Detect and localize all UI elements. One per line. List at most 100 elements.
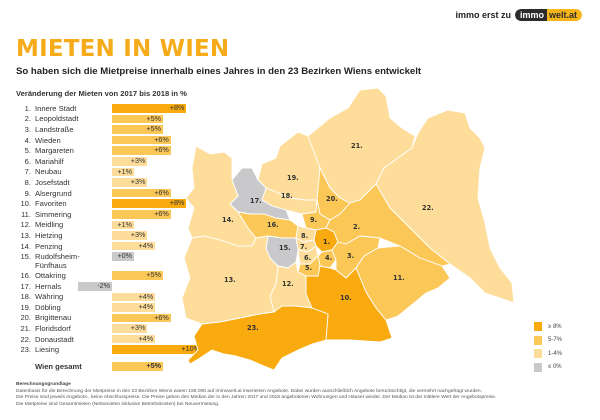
district-name: Döbling [35,303,107,312]
district-name-text: Ottakring [35,271,66,281]
change-bar: +5% [112,114,163,124]
district-number: 9. [24,188,31,198]
legend-item-1to4: 1-4% [534,347,562,361]
district-name-text: Innere Stadt [35,103,77,113]
change-bar: +4% [112,241,156,251]
table-row: 14. Penzing +4% [16,241,186,252]
district-number: 3. [24,124,31,134]
page-title: MIETEN IN WIEN [16,36,230,62]
district-number: 14. [20,241,31,251]
table-row: 10. Favoriten +8% [16,198,187,209]
district-name-text: Währing [35,292,64,302]
district-name-text: Floridsdorf [35,324,71,334]
district-number: 22. [20,334,31,344]
district-name-text: Favoriten [35,199,67,209]
logo-gold-part: welt.at [546,9,582,21]
table-row: 7. Neubau +1% [16,167,186,178]
district-name: Leopoldstadt [35,114,107,123]
table-row: 11. Simmering +6% [16,209,186,220]
district-23 [187,305,329,371]
district-name: Simmering [35,210,107,219]
map-label-14: 14. [222,216,234,224]
table-row: 3. Landstraße +5% [16,124,186,135]
change-bar: +0% [112,252,134,261]
district-name-text: Alsergrund [35,188,72,198]
table-row: 9. Alsergrund +6% [16,188,186,199]
district-name-text: Mariahilf [35,156,64,166]
district-number: 11. [21,209,31,219]
map-label-21: 21. [351,142,363,150]
legend-swatch [534,322,542,332]
map-label-13: 13. [224,276,236,284]
district-number: 10. [20,199,31,209]
district-number: 18. [20,292,31,302]
district-name: Wieden [35,136,107,145]
district-name-text: Simmering [35,209,72,219]
district-number: 5. [24,146,31,156]
district-name-text: Donaustadt [35,334,74,344]
map-label-6: 6. [304,254,311,262]
district-name-text: Hietzing [35,230,63,240]
district-name-text: Neubau [35,167,62,177]
district-name-text: Rudolfsheim- [35,252,80,262]
district-name: Innere Stadt [35,104,107,113]
logo-dark-part: immo [514,9,547,21]
change-bar: +5% [112,125,163,134]
footnote-title: Berechnungsgrundlage [16,382,71,387]
map-label-20: 20. [326,195,338,203]
total-label: Wien gesamt [35,361,82,371]
map-label-2: 2. [353,223,360,231]
total-bar: +5% [112,361,163,371]
map-label-16: 16. [267,221,279,229]
district-name: Margareten [35,146,107,155]
map-label-23: 23. [247,324,259,332]
legend-swatch [534,362,542,372]
map-label-18: 18. [281,192,293,200]
footnote-line-3: Die Mietpreise sind Gesamtmieten (Nettom… [16,401,220,407]
table-row: 8. Josefstadt +3% [16,177,186,188]
table-row: 19. Döbling +4% [16,302,186,313]
footnote: Berechnungsgrundlage Datenbasis für die … [16,382,586,408]
district-name: Floridsdorf [35,324,107,333]
map-label-7: 7. [300,243,307,251]
map-label-22: 22. [422,204,434,212]
district-name: Neubau [35,167,107,176]
district-name-text: Meidling [35,220,64,230]
vienna-district-map: 1. 2. 3. 4. 5. 6. 7. 8. 9. 10. 11. 12. 1… [180,87,525,378]
legend-label: 5-7% [548,337,563,344]
table-row: 5. Margareten +6% [16,145,186,156]
legend-label: ≤ 0% [548,364,562,371]
change-bar: +3% [112,178,148,187]
district-number: 23. [20,345,31,355]
district-name: Hietzing [35,231,107,240]
district-name: Währing [35,292,107,301]
district-name-text: Döbling [35,302,61,312]
district-name-text: Wieden [35,135,61,145]
logo-pill: immo welt.at [514,9,582,21]
district-name: Alsergrund [35,189,107,198]
change-bar: +3% [112,231,148,240]
change-bar: +6% [112,188,171,198]
change-bar: +4% [112,334,156,344]
change-bar: +6% [112,135,171,145]
district-number: 7. [24,167,31,177]
table-row: 12. Meidling +1% [16,220,186,231]
district-name: Ottakring [35,271,107,280]
district-name: Josefstadt [35,178,107,187]
change-bar: +4% [112,292,156,302]
legend-swatch [534,349,542,359]
district-bar-list: 1. Innere Stadt +8% 2. Leopoldstadt +5% 3. Land… [16,103,202,372]
district-name-text: Margareten [35,146,74,156]
district-name: Hernals [35,282,107,291]
map-label-1: 1. [323,238,330,246]
district-name-text-2: Fünfhaus [35,261,67,271]
district-number: 8. [24,177,31,187]
district-name: Donaustadt [35,335,107,344]
immowelt-logo[interactable]: immo erst zu immo welt.at [455,9,582,21]
district-number: 20. [20,313,31,323]
district-name: Mariahilf [35,157,107,166]
district-number: 15. [20,252,31,262]
district-name: Rudolfsheim- Fünfhaus [35,251,107,270]
district-number: 16. [20,271,31,281]
change-bar: +10% [112,345,202,355]
